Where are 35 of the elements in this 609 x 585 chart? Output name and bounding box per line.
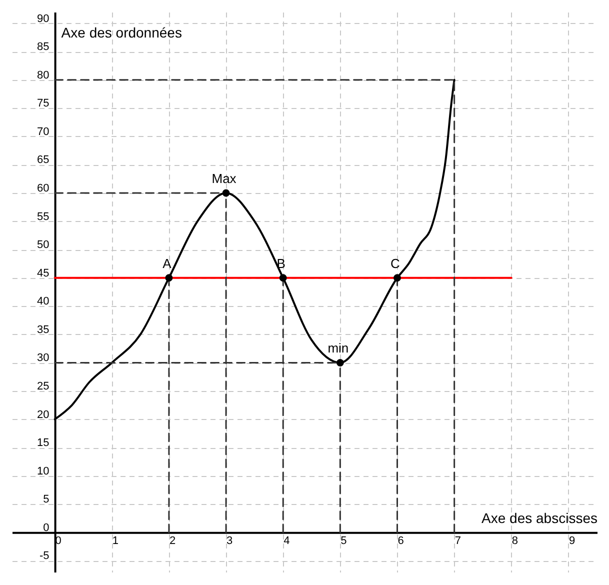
y-tick-label: 0 bbox=[43, 522, 50, 534]
y-tick-label: 35 bbox=[37, 324, 50, 336]
annotation: C bbox=[390, 256, 400, 271]
y-axis-title: Axe des ordonnées bbox=[61, 24, 182, 40]
y-tick-label: 45 bbox=[37, 267, 50, 280]
y-tick-label: 70 bbox=[37, 126, 50, 138]
y-tick-label: 75 bbox=[37, 98, 50, 110]
y-tick-label: 40 bbox=[37, 296, 50, 308]
x-tick-label: 9 bbox=[568, 534, 576, 547]
x-tick-label: 2 bbox=[169, 534, 176, 547]
y-tick-label: 85 bbox=[37, 41, 50, 54]
x-tick-label: 6 bbox=[398, 534, 404, 547]
annotation: A bbox=[162, 256, 172, 271]
y-tick-label: 25 bbox=[37, 380, 50, 392]
y-tick-label: 90 bbox=[37, 12, 50, 25]
y-tick-label: -5 bbox=[40, 550, 50, 562]
annotation: Max bbox=[212, 171, 237, 186]
x-tick-label: 4 bbox=[284, 534, 290, 547]
x-tick-label: 8 bbox=[512, 534, 518, 547]
y-tick-label: 30 bbox=[37, 352, 50, 364]
x-tick-label: 7 bbox=[454, 534, 461, 547]
y-tick-label: 65 bbox=[37, 154, 50, 166]
y-tick-label: 5 bbox=[43, 494, 50, 506]
y-tick-label: 50 bbox=[37, 239, 50, 252]
y-tick-label: 55 bbox=[37, 210, 50, 223]
x-tick-label: 3 bbox=[226, 534, 233, 547]
x-axis-title: Axe des abscisses bbox=[482, 510, 598, 526]
y-tick-label: 80 bbox=[37, 69, 50, 82]
y-tick-label: 15 bbox=[37, 437, 50, 450]
y-tick-label: 60 bbox=[37, 182, 50, 195]
y-tick-label: 20 bbox=[37, 408, 50, 421]
x-tick-label: 1 bbox=[112, 534, 119, 547]
x-tick-label: 5 bbox=[340, 534, 347, 547]
y-tick-label: 10 bbox=[37, 465, 50, 478]
annotation: min bbox=[328, 340, 349, 356]
